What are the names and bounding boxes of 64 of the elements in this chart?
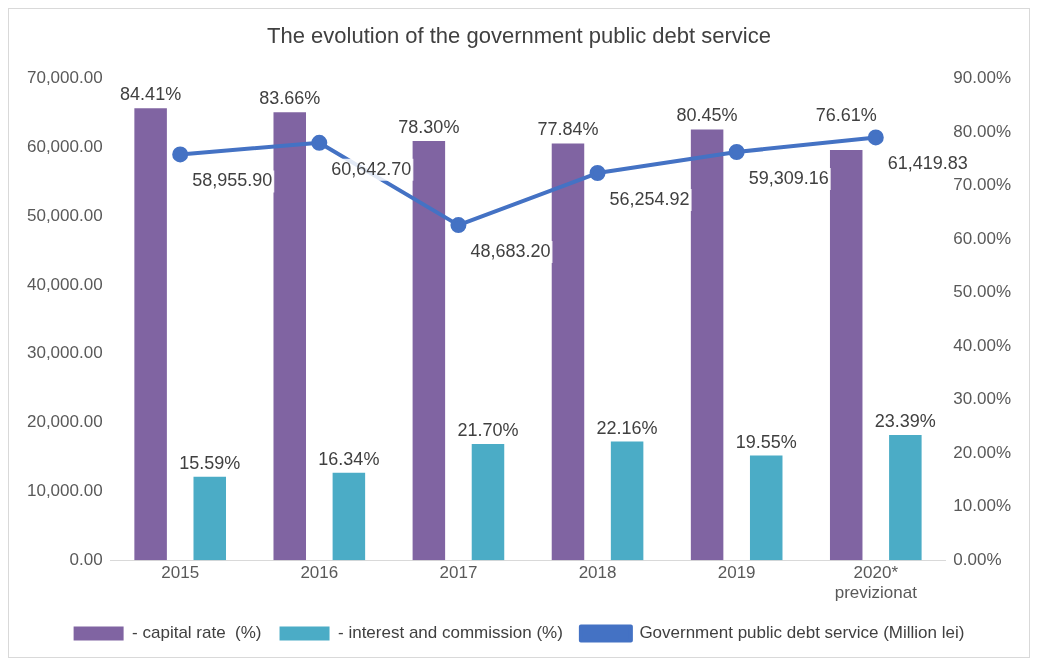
bar bbox=[610, 441, 644, 561]
y2-tick-label: 50.00% bbox=[953, 282, 1012, 302]
bar bbox=[273, 112, 306, 561]
y-tick-label: 10,000.00 bbox=[26, 481, 103, 501]
data-label: 16.34% bbox=[318, 448, 380, 469]
x-tick-label: 2016 bbox=[300, 563, 339, 583]
bar bbox=[412, 141, 446, 561]
bar bbox=[193, 476, 227, 561]
point bbox=[450, 217, 467, 234]
point bbox=[311, 134, 328, 151]
bar bbox=[471, 444, 505, 561]
y-tick-label: 50,000.00 bbox=[26, 205, 103, 225]
data-label: 84.41% bbox=[120, 84, 182, 105]
x-tick-label: 2020* previzionat bbox=[834, 563, 918, 603]
y-tick-label: 40,000.00 bbox=[26, 274, 103, 294]
data-label: 22.16% bbox=[596, 417, 658, 438]
point bbox=[728, 143, 745, 160]
bar bbox=[134, 108, 167, 561]
bar bbox=[551, 143, 585, 561]
bar bbox=[889, 434, 922, 561]
y2-tick-label: 40.00% bbox=[953, 335, 1012, 355]
x-tick-label: 2018 bbox=[578, 563, 617, 583]
y-tick-label: 60,000.00 bbox=[26, 136, 103, 156]
y2-tick-label: 30.00% bbox=[953, 389, 1012, 409]
legend-label: Government public debt service (Million lei) bbox=[639, 623, 965, 643]
bar bbox=[332, 472, 366, 561]
y2-tick-label: 80.00% bbox=[953, 121, 1012, 141]
data-label: 15.59% bbox=[179, 452, 241, 473]
x-tick-label: 2017 bbox=[439, 563, 478, 583]
legend-label: - capital rate (%) bbox=[132, 623, 262, 643]
data-label: 56,254.92 bbox=[609, 188, 690, 209]
y-tick-label: 20,000.00 bbox=[26, 412, 103, 432]
y2-tick-label: 20.00% bbox=[953, 442, 1012, 462]
data-label: 80.45% bbox=[676, 105, 738, 126]
data-label: 83.66% bbox=[259, 88, 321, 109]
y-tick-label: 70,000.00 bbox=[26, 68, 103, 88]
data-label: 78.30% bbox=[398, 117, 460, 137]
y2-tick-label: 10.00% bbox=[953, 496, 1012, 516]
data-label: 60,642.70 bbox=[331, 158, 412, 179]
point bbox=[867, 129, 884, 146]
data-label: 61,419.83 bbox=[887, 153, 968, 174]
legend-label: - interest and commission (%) bbox=[338, 623, 563, 643]
bar bbox=[749, 455, 783, 561]
data-label: 23.39% bbox=[874, 410, 936, 431]
chart-title: The evolution of the government public debt service bbox=[267, 23, 771, 49]
bar bbox=[690, 129, 724, 561]
data-label: 19.55% bbox=[735, 431, 797, 452]
y2-tick-label: 0.00% bbox=[953, 549, 1002, 569]
bar bbox=[829, 150, 863, 561]
y2-tick-label: 90.00% bbox=[953, 68, 1012, 88]
data-label: 48,683.20 bbox=[470, 241, 551, 262]
data-label: 76.61% bbox=[815, 105, 877, 126]
data-label: 58,955.90 bbox=[192, 170, 273, 191]
point bbox=[172, 146, 189, 163]
data-label: 77.84% bbox=[537, 119, 599, 140]
data-label: 59,309.16 bbox=[748, 167, 829, 188]
y2-tick-label: 70.00% bbox=[953, 175, 1012, 195]
data-label: 21.70% bbox=[457, 420, 519, 440]
point bbox=[589, 165, 606, 182]
y-tick-label: 30,000.00 bbox=[26, 343, 103, 363]
x-tick-label: 2019 bbox=[717, 563, 756, 583]
x-tick-label: 2015 bbox=[161, 563, 200, 583]
y2-tick-label: 60.00% bbox=[953, 228, 1012, 248]
y-tick-label: 0.00 bbox=[69, 549, 103, 569]
